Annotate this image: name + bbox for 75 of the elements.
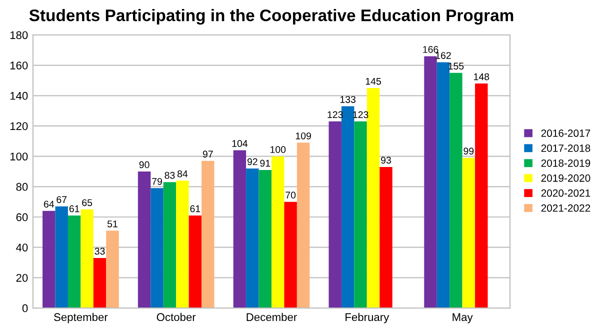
bar (55, 206, 68, 308)
bar (106, 230, 119, 308)
bar (272, 156, 284, 308)
bar (80, 209, 94, 308)
y-tick-label: 140 (10, 92, 28, 100)
data-label: 91 (260, 160, 270, 167)
bar (328, 121, 342, 308)
y-tick-label: 80 (16, 182, 28, 191)
data-label: 67 (56, 196, 67, 204)
data-label: 61 (69, 205, 80, 212)
legend-label: 2019-2020 (541, 174, 590, 182)
data-label: 65 (82, 199, 92, 206)
legend-label: 2016-2017 (541, 130, 590, 137)
y-tick-label: 60 (16, 213, 28, 222)
bar (68, 215, 81, 308)
bar (475, 84, 488, 308)
bar (93, 258, 106, 308)
data-label: 92 (247, 158, 258, 166)
bar (258, 170, 272, 308)
bar (176, 180, 189, 308)
data-label: 99 (464, 148, 474, 155)
y-tick-label: 40 (16, 244, 28, 252)
x-tick-label: October (156, 312, 196, 322)
x-tick-label: September (54, 312, 108, 324)
data-label: 109 (296, 132, 311, 140)
bar (284, 202, 297, 308)
y-tick-label: 180 (10, 31, 28, 40)
data-label: 70 (286, 192, 296, 199)
y-tick-label: 20 (16, 274, 28, 282)
bar (296, 142, 310, 308)
data-label: 33 (94, 248, 105, 255)
data-label: 61 (190, 205, 200, 212)
legend-label: 2017-2018 (541, 144, 590, 152)
data-label: 90 (139, 161, 150, 168)
bar (436, 62, 450, 308)
legend-label: 2021-2022 (541, 204, 590, 212)
data-label: 79 (152, 178, 162, 185)
data-label: 148 (474, 73, 490, 80)
bar (366, 88, 380, 308)
y-tick-label: 0 (22, 304, 28, 312)
data-label: 162 (436, 52, 451, 59)
bar (233, 150, 246, 308)
y-tick-label: 120 (10, 122, 28, 130)
data-label: 51 (107, 220, 118, 228)
bar (42, 210, 56, 308)
bar (341, 106, 354, 308)
bar (163, 182, 176, 308)
legend-label: 2020-2021 (541, 189, 590, 197)
data-label: 93 (381, 156, 391, 164)
bar (450, 72, 462, 308)
bar (138, 171, 151, 308)
x-tick-label: February (346, 312, 390, 324)
data-label: 104 (232, 140, 248, 147)
y-tick-label: 160 (10, 62, 28, 70)
data-label: 133 (340, 96, 356, 103)
bar (424, 56, 437, 308)
y-tick-label: 100 (10, 152, 28, 160)
bar (354, 121, 367, 308)
data-label: 100 (270, 146, 286, 154)
bar (202, 160, 214, 308)
bar (246, 168, 259, 308)
bar (462, 158, 476, 308)
data-label: 83 (164, 172, 175, 179)
data-label: 97 (202, 150, 213, 158)
x-tick-label: December (246, 312, 297, 322)
bar (380, 166, 392, 308)
chart-title: Students Participating in the Cooperative Education Program (29, 9, 514, 25)
bar (188, 215, 202, 308)
legend-label: 2018-2019 (541, 159, 590, 167)
data-label: 145 (366, 78, 381, 85)
x-tick-label: May (452, 313, 473, 324)
bar (150, 188, 164, 308)
data-label: 84 (177, 170, 188, 178)
data-label: 166 (423, 46, 438, 53)
data-label: 64 (44, 200, 54, 208)
